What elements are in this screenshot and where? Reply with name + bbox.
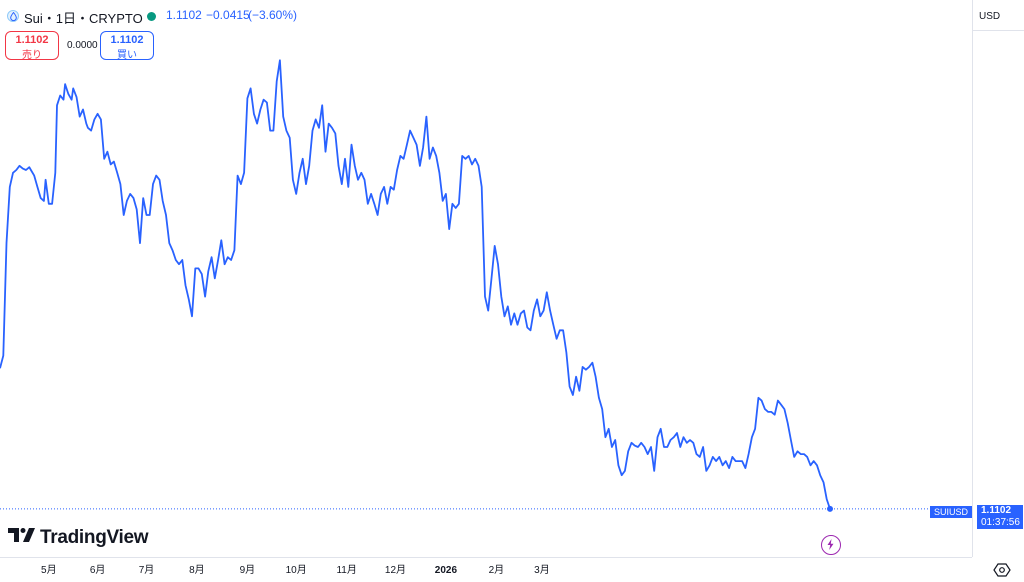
header-change-pct: (−3.60%)	[248, 8, 298, 22]
sell-label: 売り	[22, 50, 42, 61]
x-tick-label: 11月	[336, 564, 356, 576]
header-price: 1.1102	[166, 8, 202, 22]
buy-price: 1.1102	[110, 34, 144, 46]
time-scale[interactable]	[0, 557, 972, 582]
x-tick-label: 5月	[41, 564, 57, 576]
x-tick-label: 10月	[286, 564, 307, 576]
x-axis-labels: 5月 6月 7月 8月 9月 10月 11月 12月 2026 2月 3月	[41, 564, 550, 576]
last-price-box: 1.1102 01:37:56	[977, 505, 1023, 529]
x-tick-label: 3月	[534, 564, 550, 576]
x-tick-label: 12月	[385, 564, 406, 576]
market-status-dot[interactable]	[147, 12, 156, 21]
sell-price: 1.1102	[15, 34, 49, 46]
x-tick-label: 9月	[240, 564, 256, 576]
lightning-icon[interactable]	[821, 535, 841, 555]
last-price-symbol-label: SUIUSD	[930, 506, 972, 518]
x-tick-label: 2月	[489, 564, 505, 576]
tradingview-logo-text: TradingView	[40, 527, 149, 548]
x-tick-label: 2026	[435, 565, 458, 576]
header-change: −0.0415	[206, 8, 250, 22]
buy-button[interactable]: 1.1102 買い	[100, 31, 154, 61]
last-price-value: 1.1102	[981, 505, 1012, 516]
x-tick-label: 8月	[189, 564, 205, 576]
sell-button[interactable]: 1.1102 売り	[5, 31, 59, 61]
x-tick-label: 7月	[139, 564, 155, 576]
price-scale[interactable]	[972, 0, 1024, 557]
currency-selector[interactable]: USD	[979, 11, 1001, 22]
sui-logo-icon	[7, 10, 19, 22]
bar-countdown: 01:37:56	[981, 517, 1020, 528]
x-tick-label: 6月	[90, 564, 106, 576]
chart-header: Sui・1日・CRYPTO 1.1102 −0.0415 (−3.60%)	[0, 0, 972, 32]
tradingview-logo-icon	[8, 528, 35, 542]
buy-label: 買い	[117, 50, 137, 61]
spread-value: 0.0000	[67, 40, 98, 51]
symbol-title[interactable]: Sui・1日・CRYPTO	[24, 11, 143, 26]
price-series-line	[0, 59, 831, 510]
gear-icon[interactable]	[992, 561, 1012, 579]
currency-divider	[972, 30, 1024, 31]
last-price-point	[827, 505, 833, 512]
